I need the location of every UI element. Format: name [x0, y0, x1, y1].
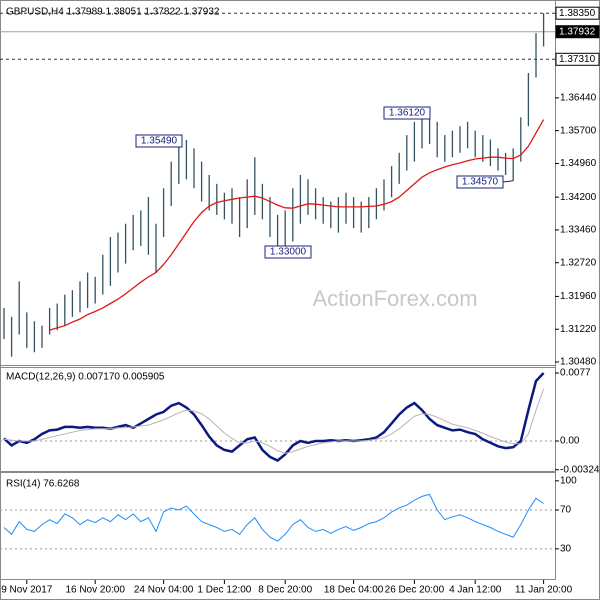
y-tick-label: 0.00	[560, 436, 580, 447]
y-tick-label: 1.36440	[560, 92, 597, 103]
y-tick-label: 1.33460	[560, 225, 597, 236]
price-label-box	[555, 6, 600, 20]
annotation-label: 1.36120	[389, 108, 426, 119]
panel	[0, 0, 556, 368]
indicator-line	[3, 372, 545, 462]
indicator-line	[3, 388, 545, 454]
annotation-box	[456, 175, 504, 189]
y-tick-label: 100	[560, 475, 577, 486]
x-tick-label: 11 Jan 20:00	[515, 585, 573, 596]
y-tick-label: 1.35700	[560, 125, 597, 136]
y-tick-label: 1.34200	[560, 192, 597, 203]
y-tick-label: 1.32720	[560, 257, 597, 268]
panel	[0, 365, 556, 472]
price-label: 1.37932	[559, 26, 596, 37]
panel-title: RSI(14) 76.6268	[6, 479, 80, 490]
x-tick-label: 26 Dec 20:00	[385, 585, 445, 596]
watermark: ActionForex.com	[312, 286, 477, 311]
x-tick-label: 8 Dec 20:00	[258, 585, 312, 596]
price-label: 1.38350	[559, 8, 596, 19]
indicator-line	[3, 493, 544, 542]
x-tick-label: 24 Nov 04:00	[134, 585, 194, 596]
y-tick-label: 1.34960	[560, 158, 597, 169]
y-tick-label: 1.31220	[560, 324, 597, 335]
annotation-label: 1.33000	[270, 247, 307, 258]
indicator-line	[49, 119, 545, 331]
price-label: 1.37310	[559, 54, 596, 65]
panel-title: GBPUSD,H4 1.37989 1.38051 1.37822 1.3793…	[6, 7, 220, 18]
y-tick-label: 1.30480	[560, 357, 597, 368]
annotation-box	[383, 106, 431, 120]
y-tick-label: 1.31960	[560, 291, 597, 302]
y-tick-label: 0.0077	[560, 368, 591, 379]
annotation-label: 1.34570	[462, 177, 499, 188]
x-tick-label: 4 Jan 12:00	[449, 585, 502, 596]
annotation-label: 1.35490	[141, 136, 178, 147]
annotation-box	[135, 134, 183, 148]
y-tick-label: 30	[560, 543, 572, 554]
price-label-box	[555, 25, 600, 39]
panel-title: MACD(12,26,9) 0.007170 0.005905	[6, 372, 165, 383]
y-tick-label: 70	[560, 505, 572, 516]
x-tick-label: 1 Dec 12:00	[197, 585, 251, 596]
panel	[0, 472, 556, 580]
price-label-box	[555, 52, 600, 66]
y-tick-label: -0.003249	[560, 464, 600, 475]
annotation-box	[264, 245, 312, 259]
x-tick-label: 9 Nov 2017	[1, 585, 53, 596]
x-tick-label: 16 Nov 20:00	[65, 585, 125, 596]
x-tick-label: 18 Dec 04:00	[324, 585, 384, 596]
annotation-leader	[502, 180, 514, 183]
